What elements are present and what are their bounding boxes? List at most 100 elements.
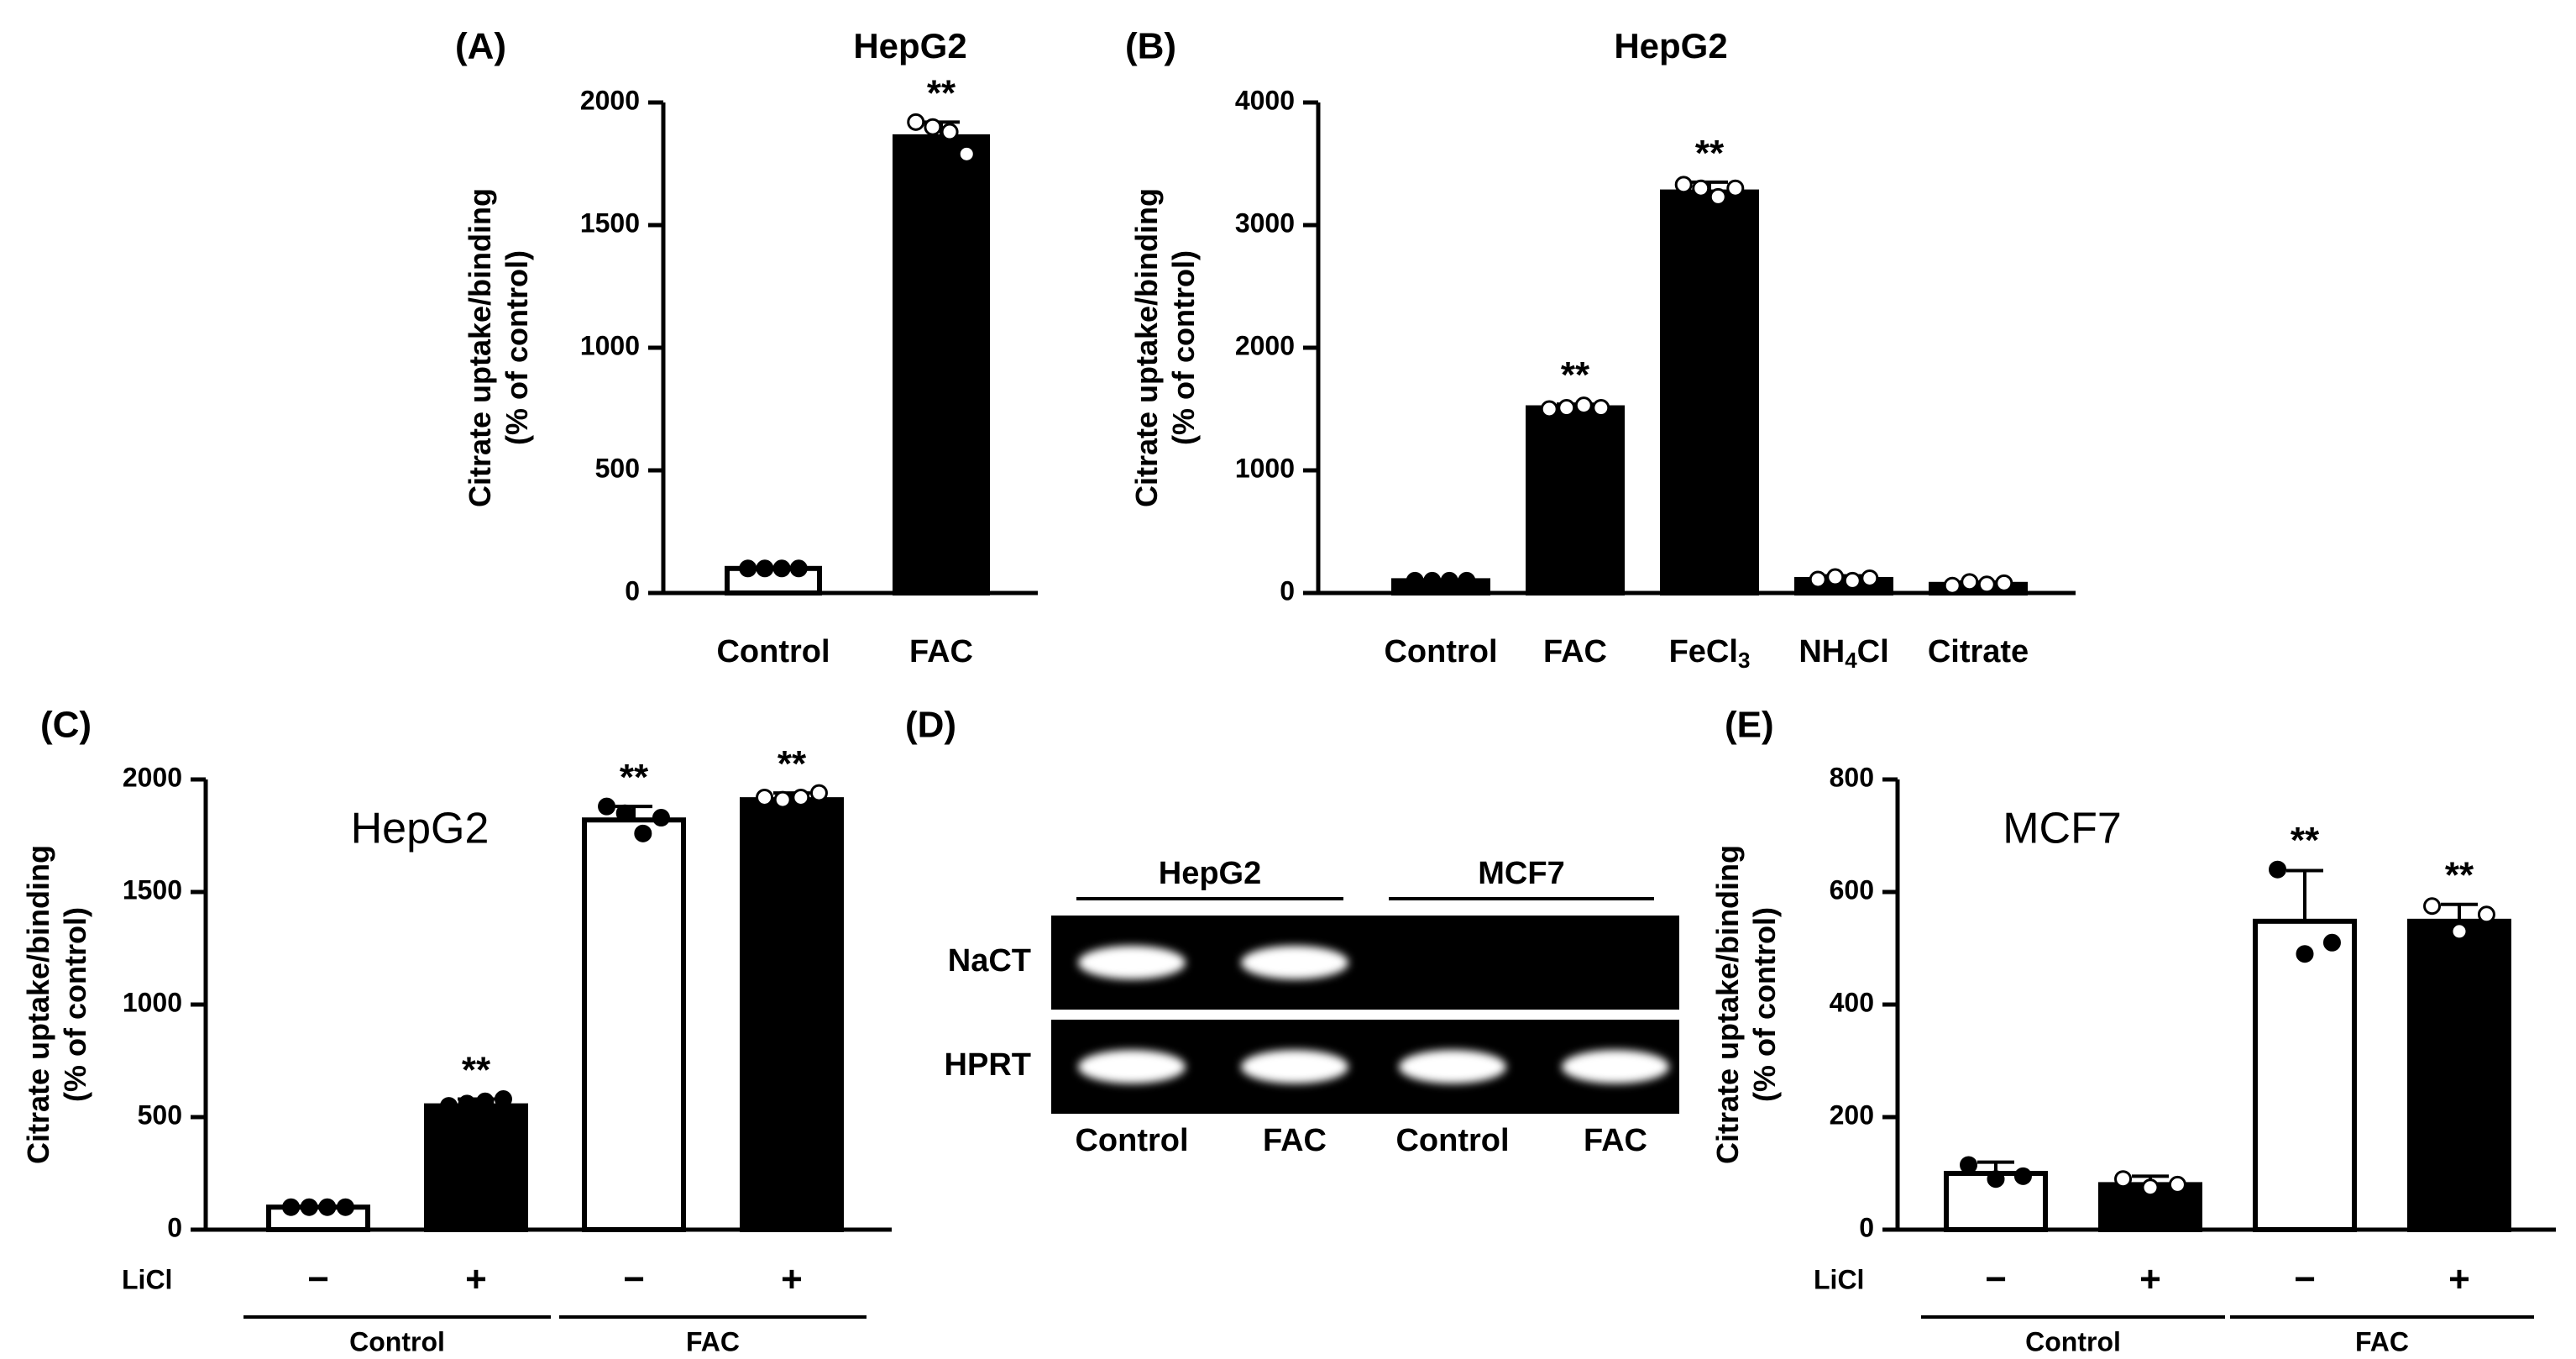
- y-axis-label: Citrate uptake/binding (% of control): [463, 188, 534, 507]
- sign-label: −: [307, 1259, 329, 1300]
- factor-label: LiCl: [122, 1264, 172, 1294]
- y-axis-label-line1: Citrate uptake/binding: [463, 188, 497, 507]
- gel-band: [1078, 946, 1186, 979]
- data-point: [458, 1094, 476, 1113]
- significance-marker: **: [927, 72, 956, 113]
- panel-label: (E): [1725, 705, 1774, 746]
- data-point: [1674, 176, 1693, 194]
- data-point: [2269, 860, 2287, 879]
- data-point: [1574, 396, 1593, 415]
- data-point: [2477, 905, 2495, 924]
- gel-lane-label: FAC: [1584, 1123, 1647, 1158]
- panel-1: (A) HepG2 0 500 1000 1500 2000 Citrate uptake/b…: [455, 26, 1038, 669]
- data-point: [615, 804, 634, 822]
- panel-2: (B) HepG2 0 1000 2000 3000 4000 Citrate uptake/…: [1125, 26, 2076, 673]
- data-point: [792, 788, 810, 806]
- y-tick-label: 0: [625, 575, 640, 606]
- data-point: [1458, 571, 1476, 590]
- category-label: FeCl3: [1669, 634, 1751, 673]
- data-point: [282, 1198, 301, 1216]
- y-tick-label: 2000: [580, 85, 640, 115]
- gel-group-label: MCF7: [1478, 856, 1564, 891]
- panel-label: (C): [40, 705, 92, 746]
- y-tick-label: 1000: [123, 987, 182, 1017]
- data-point: [957, 144, 976, 163]
- data-point: [1809, 570, 1827, 589]
- bar: [893, 134, 990, 596]
- y-tick-label: 0: [1859, 1212, 1874, 1242]
- significance-marker: **: [1561, 354, 1590, 396]
- category-label: NH4Cl: [1798, 634, 1888, 673]
- y-tick-label: 0: [167, 1212, 182, 1242]
- data-point: [1540, 400, 1558, 418]
- data-point: [789, 559, 808, 578]
- gel-group-label: HepG2: [1159, 856, 1261, 891]
- y-tick-label: 1500: [580, 207, 640, 238]
- y-tick-label: 500: [595, 453, 640, 483]
- data-point: [1826, 568, 1845, 586]
- data-point: [1977, 575, 1996, 594]
- data-point: [1943, 576, 1961, 595]
- gel-band: [1241, 946, 1348, 979]
- data-point: [1961, 573, 1979, 591]
- bar: [1526, 405, 1625, 596]
- panel-label: (D): [905, 705, 956, 746]
- data-point: [924, 118, 942, 136]
- significance-marker: **: [2291, 820, 2320, 861]
- gel-lane-label: Control: [1075, 1123, 1188, 1158]
- panel-3: (C) HepG2 0 500 1000 1500 2000 Citrate uptake/b…: [21, 705, 892, 1356]
- data-point: [1987, 1170, 2005, 1188]
- sign-label: −: [2294, 1259, 2316, 1300]
- data-point: [652, 809, 670, 827]
- gel-row-label: HPRT: [945, 1047, 1031, 1083]
- bar: [582, 817, 686, 1232]
- data-point: [907, 113, 925, 131]
- gel-band: [1562, 1050, 1669, 1084]
- category-label: FAC: [909, 634, 973, 669]
- y-axis-label: Citrate uptake/binding (% of control): [21, 845, 92, 1164]
- significance-marker: **: [462, 1050, 491, 1091]
- y-tick-label: 600: [1830, 874, 1874, 905]
- gel-panel: (D) HepG2 MCF7 NaCT HPRT Control FAC Control FAC: [905, 705, 1679, 1158]
- data-point: [809, 784, 828, 802]
- data-point: [440, 1097, 458, 1115]
- y-axis-label-line1: Citrate uptake/binding: [1129, 188, 1164, 507]
- data-point: [476, 1092, 495, 1110]
- y-axis-label-line2: (% of control): [1166, 250, 1201, 445]
- y-axis-label: Citrate uptake/binding (% of control): [1710, 845, 1782, 1164]
- y-tick-label: 500: [138, 1099, 182, 1130]
- y-tick-label: 3000: [1235, 207, 1295, 238]
- gel-lane-label: FAC: [1263, 1123, 1327, 1158]
- data-point: [772, 559, 791, 578]
- chart-title: HepG2: [853, 26, 966, 66]
- data-point: [940, 123, 959, 141]
- bar: [2407, 918, 2511, 1232]
- sign-label: −: [1985, 1259, 2007, 1300]
- group-label: Control: [349, 1326, 445, 1356]
- panel-4: (E) MCF7 0 200 400 600 800 Citrate uptake/bindi…: [1710, 705, 2556, 1356]
- gel-row-label: NaCT: [948, 943, 1031, 979]
- data-point: [1709, 187, 1727, 206]
- y-tick-label: 400: [1830, 987, 1874, 1017]
- data-point: [634, 824, 652, 842]
- data-point: [1861, 569, 1879, 587]
- gel-band: [1241, 1050, 1348, 1084]
- gel-band: [1078, 1050, 1186, 1084]
- category-label: Control: [716, 634, 830, 669]
- y-tick-label: 200: [1830, 1099, 1874, 1130]
- significance-marker: **: [1695, 133, 1725, 174]
- data-point: [2423, 897, 2442, 916]
- factor-label: LiCl: [1814, 1264, 1864, 1294]
- data-point: [756, 559, 774, 578]
- y-axis-label-line2: (% of control): [58, 907, 92, 1102]
- bar: [1660, 189, 1759, 596]
- category-label: Citrate: [1928, 634, 2029, 669]
- sign-label: +: [2139, 1259, 2161, 1300]
- y-axis-label-line2: (% of control): [1747, 907, 1782, 1102]
- sign-label: +: [465, 1259, 487, 1300]
- data-point: [1558, 399, 1576, 417]
- data-point: [300, 1198, 318, 1216]
- data-point: [1726, 179, 1745, 197]
- data-point: [739, 559, 757, 578]
- gel-lane-label: Control: [1395, 1123, 1509, 1158]
